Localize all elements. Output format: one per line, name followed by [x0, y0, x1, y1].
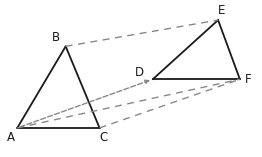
Text: D: D [135, 66, 144, 79]
Text: A: A [7, 131, 15, 144]
Text: F: F [245, 73, 252, 86]
Text: E: E [218, 4, 225, 17]
Text: B: B [52, 31, 60, 44]
Text: C: C [99, 131, 107, 144]
